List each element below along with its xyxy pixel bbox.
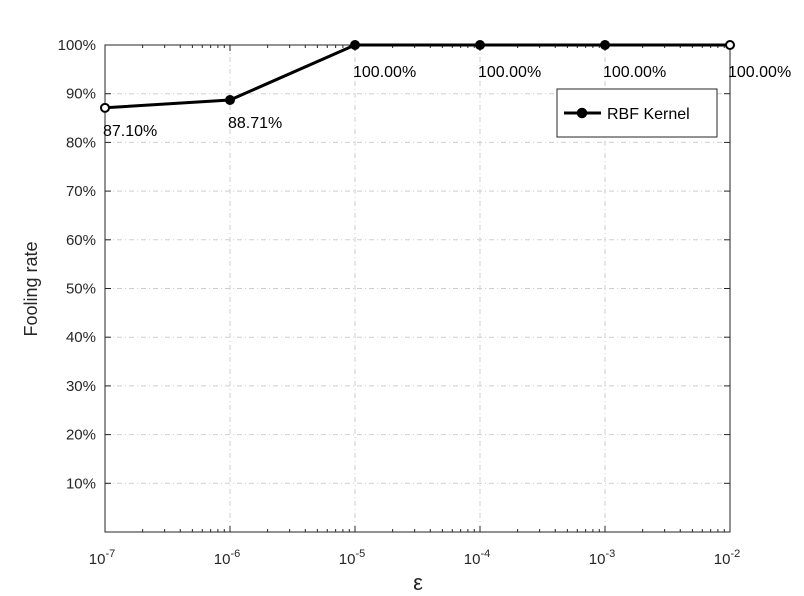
y-tick-label: 20% [66, 427, 96, 444]
legend-entry-label: RBF Kernel [607, 106, 690, 123]
y-tick-label: 80% [66, 134, 96, 151]
y-tick-label: 90% [66, 86, 96, 103]
legend-marker [576, 107, 588, 119]
y-tick-label: 100% [58, 37, 96, 54]
y-tick-label: 60% [66, 232, 96, 249]
y-tick-label: 10% [66, 475, 96, 492]
series-layer [100, 40, 735, 113]
data-point [100, 102, 110, 113]
x-tick-label: 10-6 [214, 548, 240, 568]
y-tick-label: 70% [66, 183, 96, 200]
data-point [725, 40, 735, 50]
data-label: 100.00% [353, 64, 416, 81]
x-tick-label: 10-2 [714, 548, 740, 568]
data-label: 100.00% [478, 64, 541, 81]
grid-lines [105, 45, 730, 532]
data-point [225, 94, 235, 105]
data-point [475, 40, 485, 50]
x-axis-title: ε [413, 570, 423, 595]
series-line [104, 43, 730, 110]
y-tick-label: 40% [66, 329, 96, 346]
data-point [350, 40, 360, 50]
data-label: 87.10% [103, 123, 157, 140]
legend: RBF Kernel [556, 88, 718, 138]
x-tick-label: 10-3 [589, 548, 615, 568]
data-point [600, 40, 610, 50]
x-tick-label: 10-5 [339, 548, 365, 568]
y-tick-label: 50% [66, 281, 96, 298]
y-tick-labels: 10% 20% 30% 40% 50% 60% 70% 80% 90% 100% [58, 37, 96, 492]
data-label: 100.00% [603, 64, 666, 81]
x-tick-label: 10-7 [89, 548, 115, 568]
data-label: 88.71% [228, 115, 282, 132]
x-tick-labels: 10-7 10-6 10-5 10-4 10-3 10-2 [89, 548, 740, 568]
data-label: 100.00% [728, 64, 791, 81]
y-tick-label: 30% [66, 378, 96, 395]
y-axis-title: Fooling rate [21, 241, 41, 336]
x-tick-label: 10-4 [464, 548, 490, 568]
data-labels: 87.10% 88.71% 100.00% 100.00% 100.00% 100.00% [103, 64, 791, 140]
